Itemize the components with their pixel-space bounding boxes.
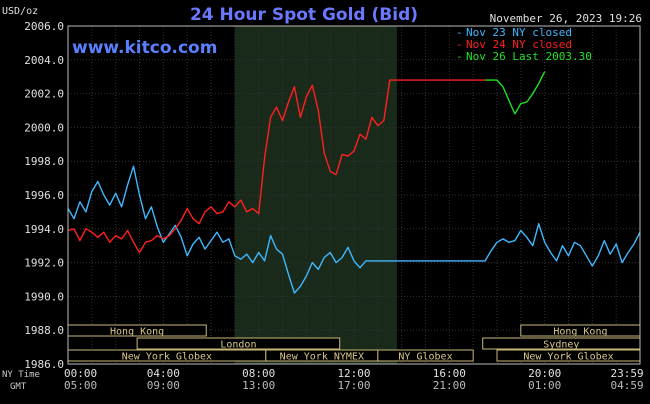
plot-border bbox=[67, 25, 641, 365]
y-tick-label: 1986.0 bbox=[24, 358, 64, 371]
series-line-1 bbox=[67, 165, 641, 294]
legend-entry: Nov 24 NY closed bbox=[466, 38, 572, 51]
session-label: New York Globex bbox=[122, 352, 212, 363]
x-tick-gmt: 13:00 bbox=[242, 379, 275, 392]
gmt-label: GMT bbox=[10, 382, 27, 392]
session-label: Hong Kong bbox=[553, 327, 607, 338]
x-tick-gmt: 01:00 bbox=[528, 379, 561, 392]
x-tick-gmt: 17:00 bbox=[337, 379, 370, 392]
session-label: NY Globex bbox=[398, 352, 452, 363]
y-tick-label: 1996.0 bbox=[24, 189, 64, 202]
legend-marker: - bbox=[456, 50, 463, 63]
x-tick-gmt: 09:00 bbox=[147, 379, 180, 392]
market-hours-band bbox=[234, 26, 397, 364]
legend-marker: - bbox=[456, 26, 463, 39]
x-tick-gmt: 05:00 bbox=[64, 379, 97, 392]
legend-marker: - bbox=[456, 38, 463, 51]
chart-title: 24 Hour Spot Gold (Bid) bbox=[190, 5, 418, 25]
x-tick-ny: 12:00 bbox=[337, 367, 370, 380]
ny-time-label: NY Time bbox=[2, 370, 40, 380]
y-tick-label: 1988.0 bbox=[24, 324, 64, 337]
session-bar bbox=[136, 337, 341, 350]
x-tick-ny: 04:00 bbox=[147, 367, 180, 380]
legend-entry: Nov 23 NY closed bbox=[466, 26, 572, 39]
x-tick-gmt: 04:59 bbox=[610, 379, 643, 392]
x-tick-ny: 16:00 bbox=[433, 367, 466, 380]
site-logo-text: www.kitco.com bbox=[72, 38, 217, 58]
series-line-2 bbox=[67, 79, 486, 254]
x-tick-ny: 20:00 bbox=[528, 367, 561, 380]
y-axis-label: USD/oz bbox=[2, 6, 38, 17]
legend-entry: Nov 26 Last 2003.30 bbox=[466, 50, 592, 63]
x-tick-ny: 08:00 bbox=[242, 367, 275, 380]
x-tick-ny: 23:59 bbox=[610, 367, 643, 380]
session-bar bbox=[377, 349, 474, 362]
y-tick-label: 2002.0 bbox=[24, 88, 64, 101]
session-label: New York Globex bbox=[523, 352, 613, 363]
series-line-3 bbox=[485, 71, 546, 115]
y-tick-label: 1994.0 bbox=[24, 223, 64, 236]
x-tick-ny: 00:00 bbox=[64, 367, 97, 380]
x-tick-gmt: 21:00 bbox=[433, 379, 466, 392]
y-tick-label: 1992.0 bbox=[24, 257, 64, 270]
timestamp: November 26, 2023 19:26 bbox=[490, 12, 642, 25]
session-label: Hong Kong bbox=[110, 327, 164, 338]
y-tick-label: 1998.0 bbox=[24, 155, 64, 168]
y-tick-label: 2000.0 bbox=[24, 121, 64, 134]
y-tick-label: 2006.0 bbox=[24, 20, 64, 33]
session-label: Sydney bbox=[543, 340, 579, 351]
session-label: New York NYMEX bbox=[280, 352, 364, 363]
session-label: London bbox=[220, 340, 256, 351]
y-tick-label: 1990.0 bbox=[24, 290, 64, 303]
y-tick-label: 2004.0 bbox=[24, 54, 64, 67]
